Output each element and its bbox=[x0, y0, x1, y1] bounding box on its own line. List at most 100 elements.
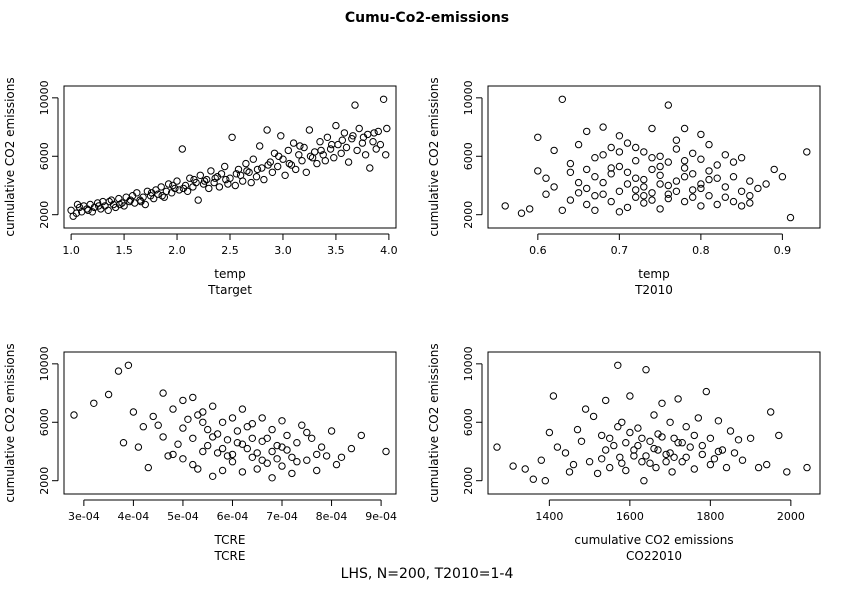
data-point bbox=[737, 187, 746, 196]
data-point bbox=[119, 439, 128, 447]
data-point bbox=[682, 453, 690, 461]
data-point bbox=[159, 389, 167, 397]
data-point bbox=[263, 434, 271, 442]
x-tick-label: 9e-04 bbox=[365, 510, 397, 523]
data-point bbox=[614, 361, 622, 369]
data-point bbox=[542, 190, 550, 198]
data-point bbox=[178, 145, 187, 153]
data-point bbox=[114, 367, 123, 375]
data-point bbox=[737, 154, 746, 162]
data-point bbox=[537, 456, 545, 464]
data-point bbox=[652, 463, 660, 472]
data-point bbox=[252, 173, 261, 181]
data-point bbox=[366, 164, 374, 172]
data-point bbox=[376, 140, 385, 149]
data-point bbox=[574, 178, 583, 187]
data-point bbox=[640, 183, 648, 191]
data-point bbox=[107, 196, 116, 204]
data-point bbox=[702, 387, 710, 396]
data-point bbox=[678, 458, 686, 466]
data-point bbox=[159, 433, 167, 441]
data-point bbox=[670, 434, 678, 442]
data-point bbox=[664, 101, 672, 109]
data-point bbox=[218, 418, 227, 426]
data-point bbox=[602, 446, 610, 454]
data-point bbox=[591, 206, 599, 215]
data-point bbox=[221, 162, 229, 171]
data-point bbox=[686, 443, 694, 451]
data-point bbox=[327, 427, 336, 435]
data-point bbox=[338, 136, 346, 144]
data-point bbox=[243, 167, 251, 175]
plot-frame bbox=[487, 85, 821, 229]
x-axis-sublabel: T2010 bbox=[634, 283, 673, 297]
y-axis-label: cumulative CO2 emissions bbox=[3, 343, 17, 502]
data-point bbox=[184, 415, 192, 423]
data-point bbox=[223, 452, 232, 460]
data-point bbox=[668, 468, 676, 476]
data-point bbox=[292, 165, 300, 174]
data-point bbox=[648, 165, 656, 174]
data-point bbox=[803, 463, 811, 472]
data-point bbox=[534, 133, 542, 142]
data-point bbox=[349, 132, 357, 140]
data-point bbox=[697, 155, 705, 163]
data-point bbox=[682, 423, 690, 431]
data-point bbox=[607, 197, 615, 206]
y-tick-label: 2000 bbox=[462, 467, 475, 495]
data-point bbox=[672, 187, 681, 196]
data-point bbox=[104, 390, 113, 399]
data-point bbox=[606, 463, 614, 472]
data-point bbox=[129, 408, 138, 416]
data-point bbox=[729, 158, 738, 166]
x-tick-label: 1800 bbox=[696, 510, 724, 523]
data-point bbox=[674, 395, 682, 403]
data-point bbox=[200, 177, 209, 185]
data-point bbox=[316, 138, 324, 146]
data-point bbox=[70, 411, 78, 419]
x-axis-label: cumulative CO2 emissions bbox=[574, 533, 733, 547]
data-point bbox=[263, 126, 271, 134]
data-point bbox=[298, 421, 306, 429]
data-point bbox=[583, 184, 591, 193]
data-point bbox=[228, 133, 236, 142]
data-point bbox=[721, 183, 729, 191]
data-point bbox=[223, 436, 232, 444]
data-point bbox=[662, 458, 670, 466]
data-point bbox=[626, 392, 634, 400]
data-points bbox=[493, 361, 811, 485]
data-point bbox=[591, 154, 599, 162]
data-point bbox=[623, 180, 632, 188]
data-point bbox=[300, 143, 308, 152]
data-point bbox=[383, 124, 391, 133]
data-point bbox=[640, 477, 648, 485]
x-tick-label: 0.7 bbox=[611, 244, 629, 257]
data-point bbox=[598, 431, 606, 440]
data-point bbox=[179, 396, 187, 405]
data-point bbox=[115, 194, 123, 203]
data-point bbox=[713, 174, 721, 182]
data-point bbox=[274, 162, 282, 171]
x-tick-label: 0.8 bbox=[692, 244, 710, 257]
data-point bbox=[706, 460, 715, 469]
data-point bbox=[194, 196, 202, 204]
data-point bbox=[359, 133, 368, 142]
data-point bbox=[697, 180, 705, 188]
data-point bbox=[139, 423, 148, 431]
data-point bbox=[281, 171, 289, 180]
data-point bbox=[738, 456, 747, 464]
data-point bbox=[253, 465, 261, 473]
data-point bbox=[264, 161, 272, 169]
data-point bbox=[369, 138, 377, 146]
data-point bbox=[173, 177, 181, 185]
data-point bbox=[778, 173, 787, 181]
data-point bbox=[342, 143, 351, 152]
data-point bbox=[672, 177, 681, 185]
data-point bbox=[642, 366, 650, 374]
x-tick-label: 8e-04 bbox=[316, 510, 348, 523]
x-tick-label: 1.5 bbox=[115, 244, 133, 257]
data-point bbox=[545, 428, 554, 437]
data-point bbox=[242, 159, 250, 168]
data-point bbox=[238, 440, 247, 448]
data-point bbox=[638, 458, 646, 466]
